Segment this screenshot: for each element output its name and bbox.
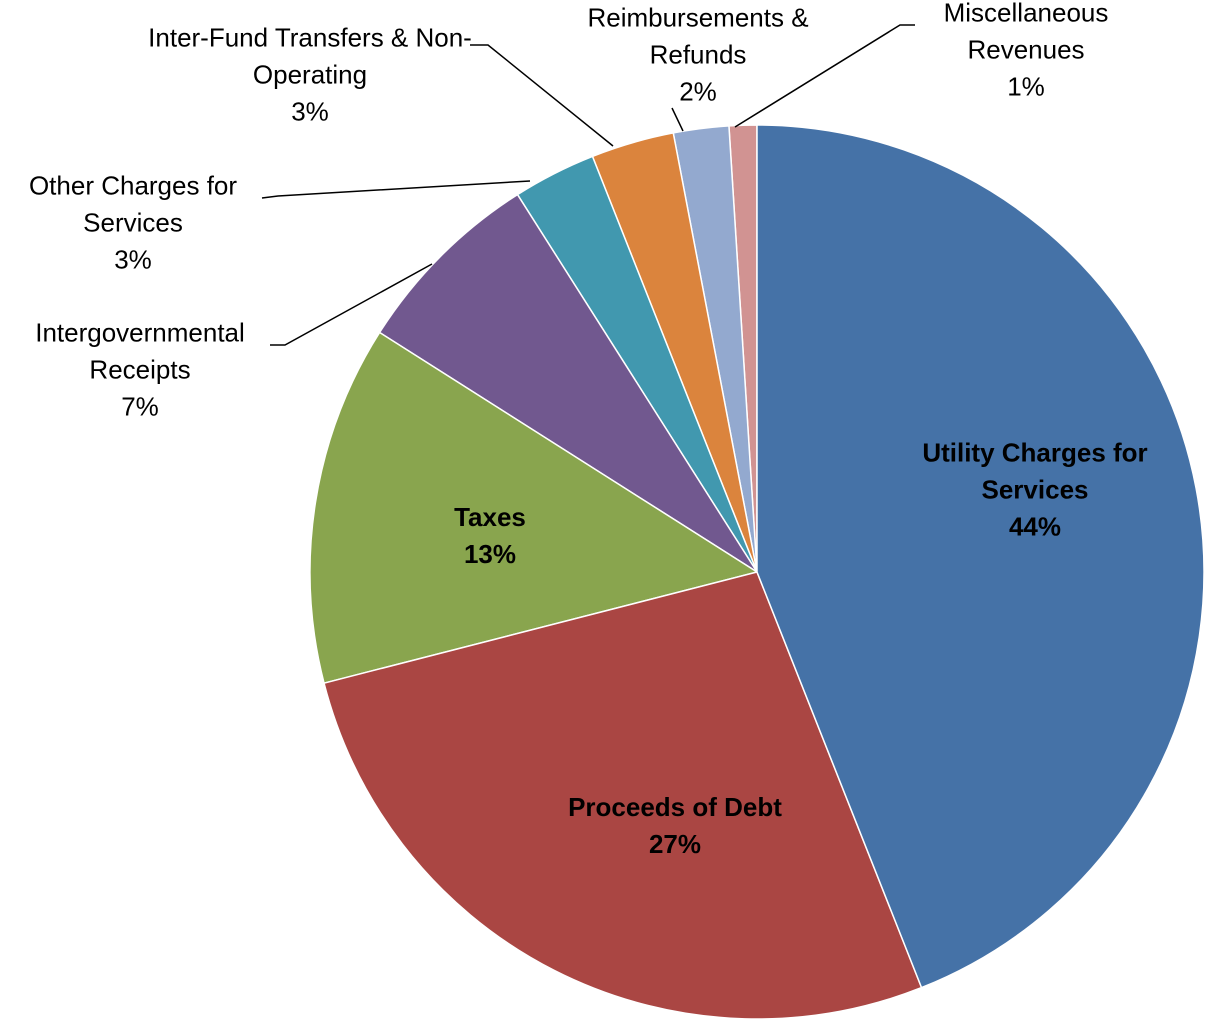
leader-line: [261, 180, 531, 199]
slice-label: Miscellaneous Revenues 1%: [921, 0, 1131, 106]
pie-slice: [756, 124, 1205, 989]
category-name: Reimbursements & Refunds: [587, 2, 809, 70]
slice-label: Inter-Fund Transfers & Non-Operating 3%: [145, 20, 475, 131]
category-name: Other Charges for Services: [28, 170, 238, 238]
category-name: Proceeds of Debt: [568, 792, 782, 822]
category-name: Utility Charges for Services: [922, 437, 1148, 505]
slice-label: Intergovernmental Receipts 7%: [3, 315, 278, 426]
leader-line: [734, 24, 915, 128]
slice-label: Proceeds of Debt 27%: [515, 789, 835, 863]
value-label: 44%: [1008, 511, 1062, 542]
pie-slice: [378, 193, 758, 573]
pie-slice: [309, 331, 759, 685]
value-label: 1%: [1007, 71, 1045, 102]
category-name: Intergovernmental Receipts: [35, 317, 245, 385]
value-label: 13%: [463, 539, 517, 569]
slice-label: Utility Charges for Services 44%: [885, 435, 1185, 546]
slice-label: Taxes 13%: [415, 499, 565, 573]
value-label: 7%: [121, 391, 159, 422]
category-name: Miscellaneous Revenues: [943, 0, 1109, 65]
slice-label: Reimbursements & Refunds 2%: [558, 0, 838, 111]
value-label: 27%: [648, 829, 702, 859]
value-label: 2%: [679, 76, 717, 107]
pie-slice: [323, 571, 923, 1020]
category-name: Inter-Fund Transfers & Non-Operating: [148, 22, 472, 90]
leader-line: [671, 107, 684, 132]
slice-label: Other Charges for Services 3%: [1, 168, 266, 279]
leader-line: [270, 263, 433, 346]
value-label: 3%: [291, 96, 329, 127]
leader-line: [470, 44, 614, 147]
value-label: 3%: [114, 244, 152, 275]
category-name: Taxes: [454, 502, 526, 532]
